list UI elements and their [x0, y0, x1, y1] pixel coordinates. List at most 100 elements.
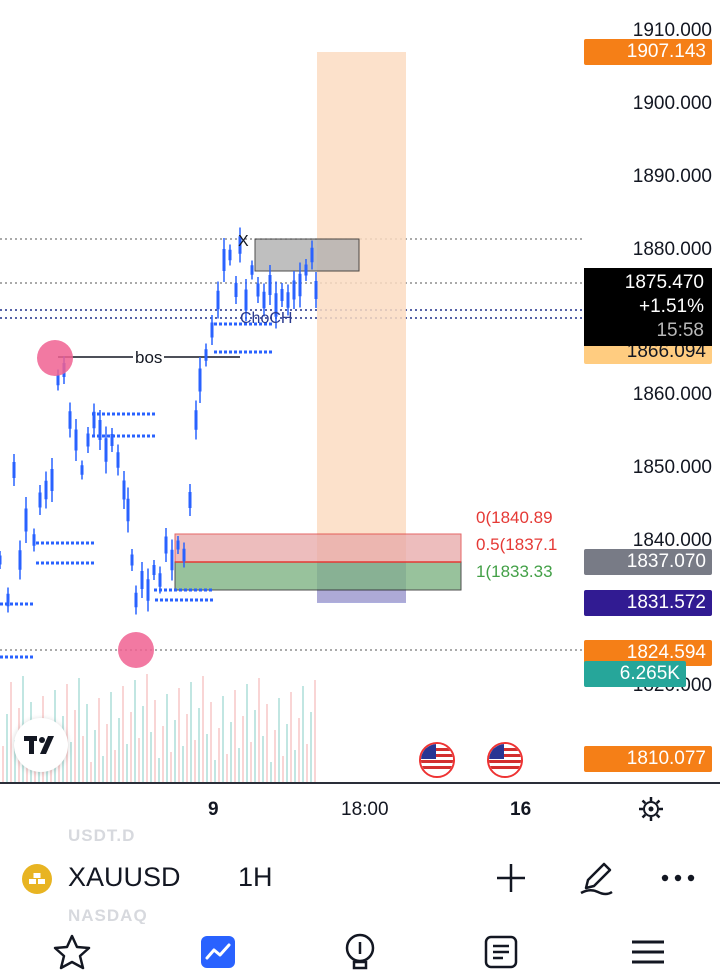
volume-bar: [290, 692, 292, 782]
time-axis[interactable]: 9 18:00 16: [0, 782, 720, 832]
candle-body: [298, 273, 302, 297]
volume-bar: [14, 740, 16, 782]
candle-body: [116, 452, 120, 468]
ghost-symbol-above: USDT.D: [68, 826, 136, 845]
chart-area[interactable]: X bos ChoCH 0(1840.89 0.5(1837.1 1(1833.…: [0, 0, 720, 782]
lightbulb-icon[interactable]: [338, 932, 382, 972]
volume-bar: [310, 712, 312, 782]
volume-bar: [94, 730, 96, 782]
bar-countdown: 15:58: [656, 320, 704, 341]
volume-bar: [154, 700, 156, 782]
chart-icon[interactable]: [196, 932, 240, 972]
candle-body: [0, 555, 2, 565]
volume-bar: [146, 674, 148, 782]
volume-bar: [214, 760, 216, 782]
candle-body: [210, 322, 214, 338]
volume-bar: [198, 708, 200, 782]
tradingview-logo-icon[interactable]: [14, 718, 68, 772]
volume-bar: [210, 702, 212, 782]
fib-label-1: 1(1833.33: [476, 562, 553, 581]
volume-bar: [218, 728, 220, 782]
price-badge-purple: 1831.572: [584, 590, 712, 616]
candle-body: [92, 411, 96, 429]
volume-bar: [234, 690, 236, 782]
candle-body: [74, 429, 78, 451]
candle-body: [86, 433, 90, 447]
candle-body: [280, 289, 284, 301]
gear-icon[interactable]: [638, 796, 664, 822]
volume-bar: [106, 724, 108, 782]
candle-body: [32, 534, 36, 546]
volume-bar: [6, 714, 8, 782]
volume-bar: [126, 744, 128, 782]
candle-body: [130, 554, 134, 566]
symbol-name[interactable]: XAUUSD: [68, 862, 181, 892]
volume-bar: [190, 682, 192, 782]
candle-body: [126, 498, 130, 522]
menu-icon[interactable]: [626, 932, 670, 972]
swing-high-marker: [37, 340, 73, 376]
candle-body: [262, 291, 266, 309]
price-chart[interactable]: [0, 0, 720, 782]
candle-body: [250, 265, 254, 275]
volume-bar: [262, 736, 264, 782]
candle-body: [222, 249, 226, 271]
volume-bar: [134, 680, 136, 782]
candle-body: [198, 368, 202, 392]
volume-bar: [242, 716, 244, 782]
volume-bar: [222, 696, 224, 782]
candle-body: [98, 420, 102, 440]
volume-bar: [282, 756, 284, 782]
candle-body: [194, 410, 198, 430]
volume-bar: [194, 740, 196, 782]
us-flag-event-icon[interactable]: [487, 742, 523, 778]
time-tick: 9: [208, 799, 219, 820]
candle-body: [204, 349, 208, 361]
volume-bar: [286, 724, 288, 782]
star-icon[interactable]: [50, 932, 94, 972]
volume-bar: [2, 746, 4, 782]
volume-bar: [90, 762, 92, 782]
volume-bar: [130, 712, 132, 782]
volume-bar: [98, 698, 100, 782]
fib-lower-zone: [174, 561, 462, 591]
us-flag-event-icon[interactable]: [419, 742, 455, 778]
volume-bar: [278, 698, 280, 782]
choch-label: ChoCH: [240, 310, 293, 327]
volume-bar: [138, 738, 140, 782]
price-tick: 1850.000: [632, 457, 712, 478]
volume-bar: [230, 722, 232, 782]
blue-level-markers: [0, 322, 272, 659]
candle-body: [164, 536, 168, 554]
candle-body: [310, 247, 314, 263]
time-tick: 18:00: [341, 799, 389, 820]
candle-body: [18, 550, 22, 570]
candle-body: [268, 275, 272, 295]
pen-icon[interactable]: [576, 858, 616, 898]
current-price-badge: 1875.470 +1.51% 15:58: [584, 268, 712, 346]
price-tick: 1910.000: [632, 20, 712, 41]
volume-bar: [66, 684, 68, 782]
timeframe-selector[interactable]: 1H: [238, 862, 273, 892]
volume-bar: [162, 726, 164, 782]
supply-box: [254, 238, 360, 272]
candle-body: [24, 508, 28, 532]
candle-body: [38, 492, 42, 508]
volume-bar: [122, 686, 124, 782]
candle-body: [182, 548, 186, 562]
volume-bar: [74, 710, 76, 782]
plus-icon[interactable]: [491, 858, 531, 898]
current-price-value: 1875.470: [624, 272, 704, 293]
candle-body: [122, 480, 126, 500]
gold-icon[interactable]: [22, 864, 52, 894]
fib-label-0: 0(1840.89: [476, 508, 553, 527]
volume-bar: [182, 746, 184, 782]
volume-bar: [102, 756, 104, 782]
more-dots-icon[interactable]: [658, 858, 698, 898]
volume-bar: [226, 754, 228, 782]
candle-body: [244, 289, 248, 311]
candle-body: [80, 465, 84, 475]
time-tick: 16: [510, 799, 532, 820]
news-icon[interactable]: [480, 932, 524, 972]
price-tick: 1860.000: [632, 384, 712, 405]
